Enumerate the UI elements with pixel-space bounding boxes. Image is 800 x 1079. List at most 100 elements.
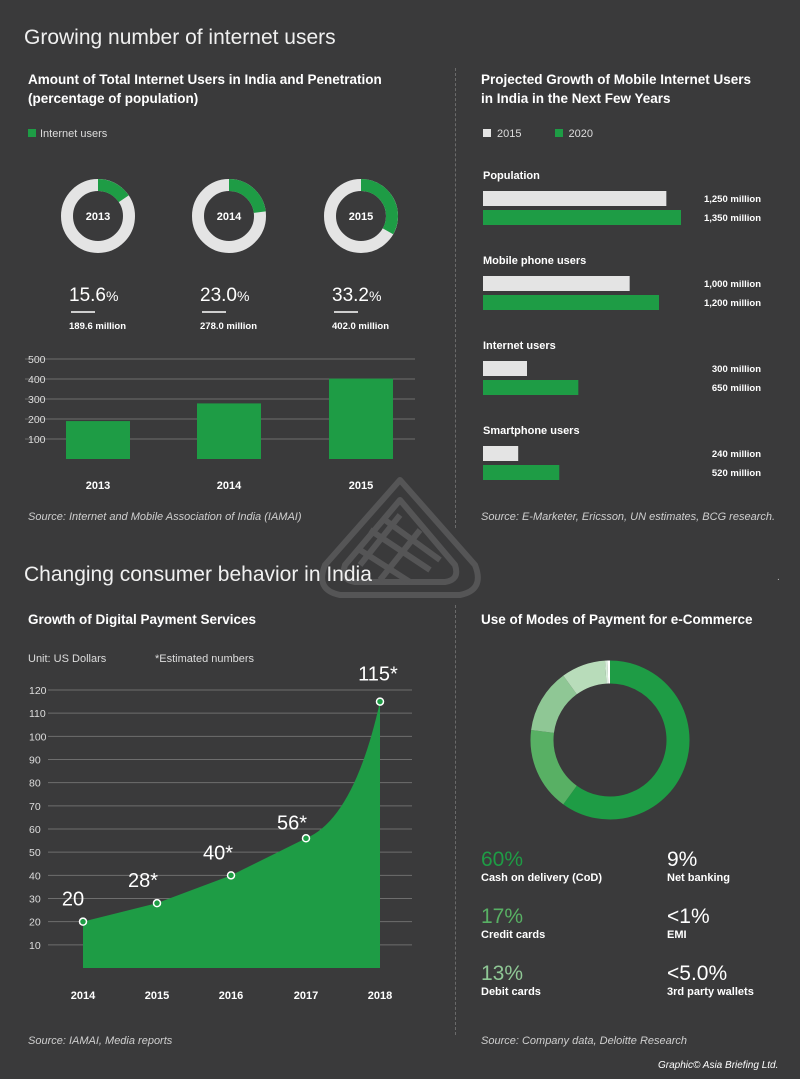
- legend-internet-users: Internet users: [28, 128, 107, 140]
- data-label: 115*: [358, 664, 398, 686]
- legend-projected: 2015 2020: [483, 128, 593, 140]
- legend-swatch: [28, 129, 36, 137]
- section-title-consumer-behavior: Changing consumer behavior in India: [24, 563, 372, 586]
- chart-title-projected: Projected Growth of Mobile Internet User…: [481, 72, 752, 106]
- donut-year-label: 2014: [217, 211, 242, 223]
- users-label: 189.6 million: [69, 321, 126, 332]
- payment-mode-item: 60% Cash on delivery (CoD): [481, 848, 602, 884]
- divider-bottom: [455, 605, 456, 1035]
- payment-mode-percent: 17%: [481, 905, 524, 928]
- unit-label: Unit: US Dollars: [28, 653, 107, 665]
- value-label: 1,200 million: [704, 298, 761, 309]
- payment-mode-label: Net banking: [667, 872, 730, 884]
- payment-mode-item: 13% Debit cards: [481, 962, 541, 998]
- y-tick-label: 100: [29, 731, 47, 743]
- payment-mode-percent: <5.0%: [667, 962, 728, 985]
- value-label: 520 million: [712, 468, 761, 479]
- donut-year-label: 2013: [86, 211, 110, 223]
- penetration-value: 15.6%: [69, 285, 118, 306]
- data-point-2018: [375, 697, 385, 706]
- category-label: Population: [483, 170, 540, 182]
- x-tick-label: 2014: [217, 480, 242, 492]
- bar-2013: [66, 421, 130, 459]
- bar-chart-internet-users: 100 200 300 400 500 2013 2014 2015: [25, 354, 415, 492]
- x-tick-label: 2013: [86, 480, 110, 492]
- y-tick-label: 30: [29, 894, 41, 906]
- value-label: 1,350 million: [704, 213, 761, 224]
- divider-top: [455, 68, 456, 528]
- value-label: 650 million: [712, 383, 761, 394]
- y-tick-label: 70: [29, 801, 41, 813]
- source-projected: Source: E-Marketer, Ericsson, UN estimat…: [481, 511, 776, 523]
- y-tick-label: 200: [28, 414, 46, 426]
- hbar-2015: [483, 446, 519, 461]
- y-tick-label: 400: [28, 374, 46, 386]
- data-label: 28*: [128, 870, 158, 892]
- category-label: Internet users: [483, 340, 556, 352]
- source-digital-payments: Source: IAMAI, Media reports: [28, 1035, 173, 1047]
- payment-mode-item: 9% Net banking: [667, 848, 730, 884]
- payment-mode-label: EMI: [667, 929, 687, 941]
- value-label: 240 million: [712, 449, 761, 460]
- x-tick-label: 2015: [349, 480, 373, 492]
- data-label: 20: [62, 889, 84, 911]
- chart-title-internet-users: Amount of Total Internet Users in India …: [28, 72, 382, 106]
- payment-mode-label: Credit cards: [481, 929, 546, 941]
- x-tick-label: 2018: [368, 990, 392, 1002]
- bar-2014: [197, 403, 261, 459]
- donut-slice-2015: [360, 179, 398, 235]
- payment-mode-item: <5.0% 3rd party wallets: [667, 962, 754, 998]
- footer-credit: Graphic© Asia Briefing Ltd.: [658, 1060, 779, 1071]
- data-label: 56*: [277, 812, 307, 834]
- y-tick-label: 20: [29, 917, 41, 929]
- legend-swatch-2015: [483, 129, 491, 137]
- category-label: Mobile phone users: [483, 255, 586, 267]
- hbar-2015: [483, 191, 667, 206]
- data-point-2017: [301, 834, 311, 843]
- data-point-2015: [152, 898, 162, 908]
- payment-mode-label: Cash on delivery (CoD): [481, 872, 603, 884]
- payment-mode-item: 17% Credit cards: [481, 905, 545, 941]
- y-tick-label: 500: [28, 354, 46, 366]
- y-tick-label: 50: [29, 847, 41, 859]
- payment-modes-legend: 60% Cash on delivery (CoD) 9% Net banking 17…: [481, 848, 781, 1008]
- legend-swatch-2020: [554, 129, 563, 137]
- category-label: Smartphone users: [483, 425, 580, 437]
- hbar-chart-projected: Population 1,250 million 1,350 million Mobi…: [483, 170, 761, 480]
- slice-net-banking: [563, 660, 607, 695]
- area-fill: [83, 701, 380, 968]
- x-tick-label: 2014: [71, 990, 96, 1002]
- x-tick-label: 2015: [145, 990, 169, 1002]
- value-label: 300 million: [712, 364, 761, 375]
- data-label: 40*: [203, 842, 233, 864]
- payment-mode-percent: 9%: [667, 848, 698, 871]
- y-tick-label: 40: [29, 870, 41, 882]
- slice-credit-cards: [530, 730, 578, 805]
- hbar-2020: [483, 210, 681, 225]
- hbar-2020: [483, 295, 659, 310]
- y-tick-label: 110: [29, 708, 46, 720]
- bar-2015: [329, 378, 393, 459]
- donut-slice-2013: [97, 179, 129, 203]
- y-tick-label: 90: [29, 755, 41, 767]
- hbar-2020: [483, 380, 579, 395]
- value-label: 1,250 million: [704, 194, 761, 205]
- users-label: 402.0 million: [332, 321, 389, 332]
- hbar-2015: [483, 276, 630, 291]
- donut-charts: 2013 15.6% 189.6 million 2014 23.0% 278.0 mil…: [61, 179, 398, 332]
- source-payment-modes: Source: Company data, Deloitte Research: [481, 1035, 688, 1047]
- penetration-value: 23.0%: [200, 285, 249, 306]
- users-label: 278.0 million: [200, 321, 257, 332]
- payment-mode-percent: 60%: [481, 848, 524, 871]
- payment-mode-percent: <1%: [667, 905, 710, 928]
- value-label: 1,000 million: [704, 279, 761, 290]
- hbar-2015: [483, 361, 527, 376]
- section-title-internet-users: Growing number of internet users: [24, 26, 336, 49]
- source-internet-users: Source: Internet and Mobile Association …: [28, 511, 302, 523]
- y-tick-label: 60: [29, 824, 41, 836]
- payment-mode-item: <1% EMI: [667, 905, 710, 941]
- y-tick-label: 120: [29, 685, 47, 697]
- chart-title-payment-modes: Use of Modes of Payment for e-Commerce: [481, 612, 753, 627]
- data-point-2014: [78, 917, 88, 926]
- payment-mode-label: 3rd party wallets: [667, 986, 754, 998]
